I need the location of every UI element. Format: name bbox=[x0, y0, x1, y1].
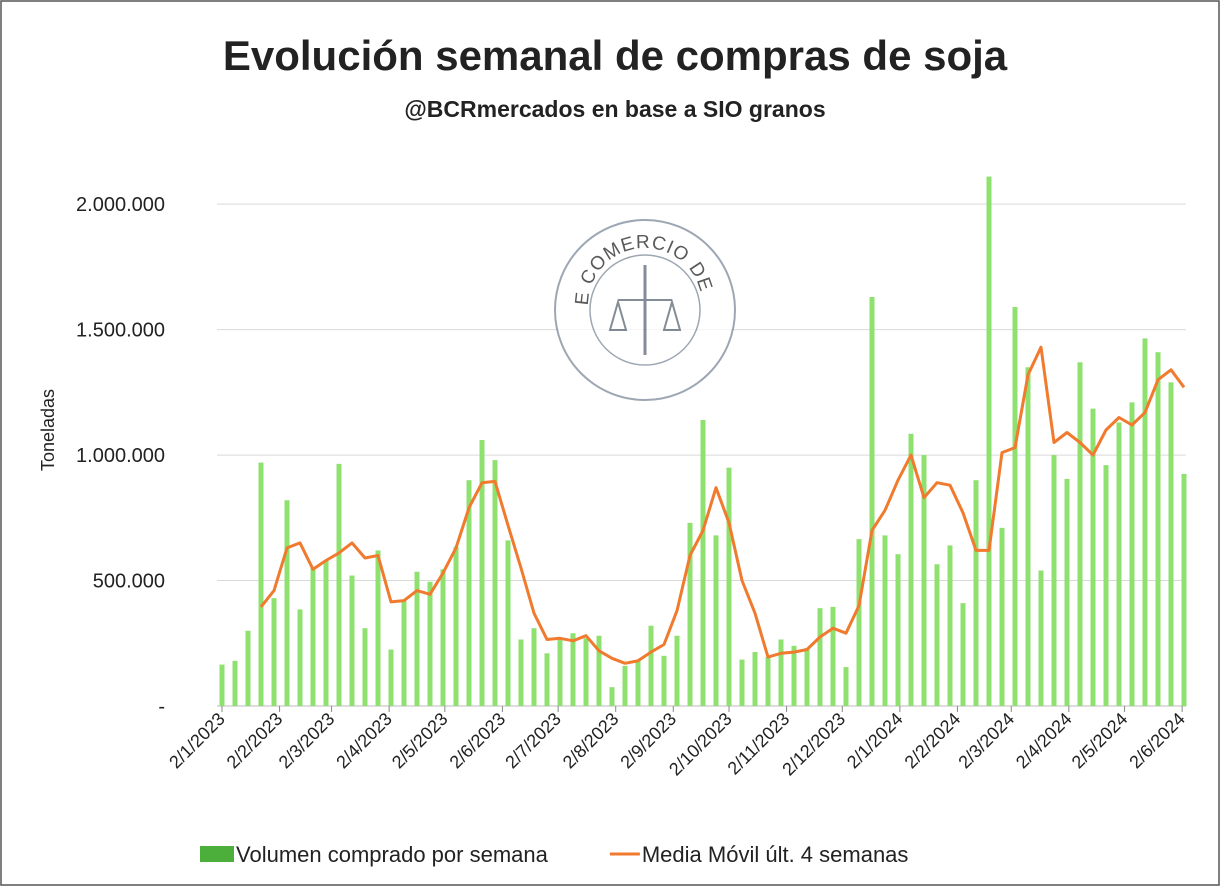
bar bbox=[1103, 465, 1109, 706]
chart-subtitle: @BCRmercados en base a SIO granos bbox=[404, 96, 825, 122]
bar bbox=[856, 539, 862, 706]
bar bbox=[739, 659, 745, 706]
bar bbox=[1090, 408, 1096, 706]
bar bbox=[271, 598, 277, 706]
bar bbox=[817, 608, 823, 706]
bar bbox=[921, 455, 927, 706]
bar bbox=[908, 433, 914, 706]
bar bbox=[648, 625, 654, 706]
bar bbox=[1168, 382, 1174, 706]
y-tick-label: 1.500.000 bbox=[76, 320, 165, 342]
bar bbox=[388, 649, 394, 706]
bar bbox=[414, 571, 420, 706]
bar bbox=[986, 176, 992, 707]
bar bbox=[726, 467, 732, 706]
bar bbox=[661, 655, 667, 706]
bar bbox=[1012, 307, 1018, 706]
bar bbox=[778, 639, 784, 706]
bar bbox=[219, 664, 225, 706]
legend-swatch bbox=[200, 846, 234, 862]
bar bbox=[973, 480, 979, 706]
bar bbox=[1038, 570, 1044, 706]
chart-title: Evolución semanal de compras de soja bbox=[223, 32, 1008, 79]
bar bbox=[440, 569, 446, 706]
bar bbox=[752, 652, 758, 706]
bar bbox=[700, 419, 706, 706]
bar bbox=[934, 564, 940, 706]
bar bbox=[843, 667, 849, 706]
bar bbox=[375, 550, 381, 706]
bar bbox=[1077, 362, 1083, 706]
logo-inner bbox=[589, 254, 701, 366]
bar bbox=[1051, 455, 1057, 706]
bar bbox=[505, 540, 511, 706]
bar bbox=[544, 653, 550, 706]
legend-label: Media Móvil últ. 4 semanas bbox=[642, 842, 909, 867]
bar bbox=[1064, 478, 1070, 706]
bar bbox=[570, 633, 576, 706]
y-axis-label: Toneladas bbox=[38, 389, 58, 471]
bar bbox=[895, 554, 901, 706]
logo-pans bbox=[608, 298, 682, 331]
bar bbox=[362, 628, 368, 706]
bar bbox=[596, 635, 602, 706]
y-tick-label: 1.000.000 bbox=[76, 445, 165, 467]
bar bbox=[999, 527, 1005, 706]
bar bbox=[1155, 352, 1161, 706]
bar bbox=[622, 665, 628, 706]
bar bbox=[297, 609, 303, 706]
bar bbox=[869, 297, 875, 706]
bar bbox=[1116, 422, 1122, 706]
bar bbox=[609, 687, 615, 706]
bar bbox=[765, 657, 771, 706]
y-tick-label: 2.000.000 bbox=[76, 194, 165, 216]
bar bbox=[674, 635, 680, 706]
bar bbox=[284, 500, 290, 706]
bar bbox=[479, 440, 485, 706]
y-tick-label: 500.000 bbox=[93, 571, 165, 593]
bar bbox=[1129, 402, 1135, 706]
bar bbox=[336, 463, 342, 706]
bar bbox=[453, 546, 459, 706]
bar bbox=[310, 568, 316, 706]
bar bbox=[804, 648, 810, 706]
bar bbox=[960, 603, 966, 706]
bar bbox=[635, 660, 641, 706]
bar bbox=[583, 638, 589, 706]
bar bbox=[531, 628, 537, 706]
moving-average-line bbox=[259, 345, 1186, 665]
bar bbox=[518, 639, 524, 706]
bar bbox=[323, 560, 329, 706]
bar bbox=[713, 535, 719, 706]
bar bbox=[427, 581, 433, 706]
bar bbox=[1181, 473, 1187, 706]
bar bbox=[492, 460, 498, 706]
bar bbox=[557, 638, 563, 706]
bar bbox=[882, 535, 888, 706]
bar bbox=[791, 645, 797, 706]
bar bbox=[687, 522, 693, 706]
bar bbox=[1025, 367, 1031, 706]
bar bbox=[466, 480, 472, 706]
bar bbox=[401, 600, 407, 706]
y-tick-label: - bbox=[158, 696, 165, 718]
bar bbox=[245, 630, 251, 706]
bar bbox=[830, 606, 836, 706]
bar bbox=[349, 575, 355, 706]
bar bbox=[947, 545, 953, 706]
legend-label: Volumen comprado por semana bbox=[236, 842, 549, 867]
bar bbox=[258, 462, 264, 706]
bar bbox=[1142, 338, 1148, 706]
bar bbox=[232, 660, 238, 706]
